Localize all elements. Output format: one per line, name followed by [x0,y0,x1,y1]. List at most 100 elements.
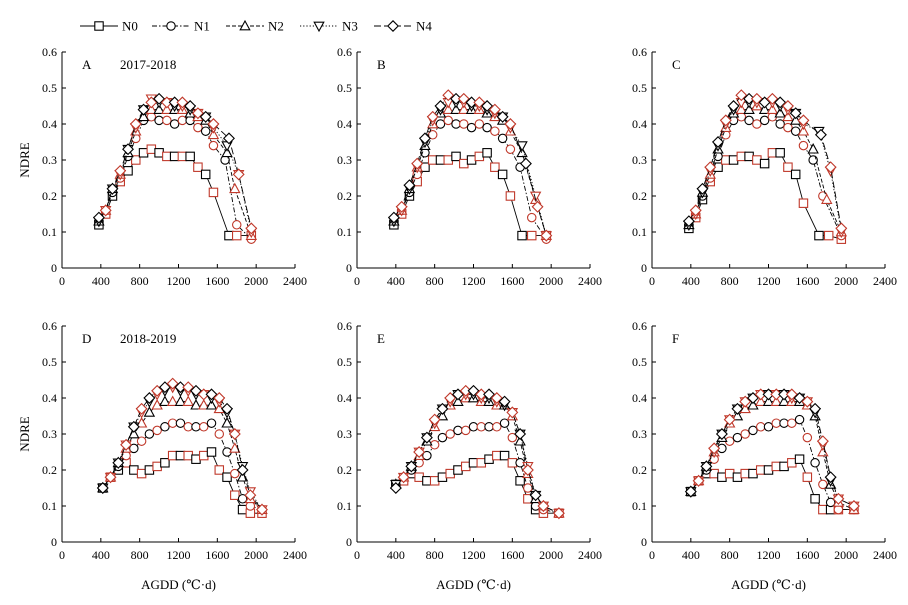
data-point [794,414,805,425]
y-tick-label: 0.3 [42,427,57,441]
data-point [207,118,220,130]
data-point [200,126,211,136]
data-point [193,122,203,133]
data-point [770,388,783,401]
data-point [445,429,455,439]
data-point [166,395,179,406]
data-point [505,191,516,201]
y-tick-label: 0.4 [42,391,57,405]
data-point [835,222,848,235]
data-point [389,482,402,494]
data-point [521,464,534,476]
data-point [814,230,824,241]
data-point [183,450,193,461]
data-point [191,107,204,120]
y-tick-label: 0.5 [632,355,647,369]
data-point [152,461,162,472]
data-point [818,479,828,490]
data-point [499,450,510,461]
data-point [422,450,432,461]
data-point [229,182,241,194]
x-tick-label: 0 [354,548,360,562]
data-point [442,89,455,102]
data-point [154,148,164,158]
data-point [229,442,241,453]
data-point [459,384,472,397]
data-point [732,472,743,482]
data-point [708,442,721,455]
data-point [161,103,173,114]
data-point [529,191,542,203]
data-point [704,161,717,174]
data-point [167,450,178,461]
data-point [696,182,709,195]
data-point [232,168,245,181]
data-point [770,395,782,406]
x-tick-label: 400 [92,548,110,562]
y-tick-label: 0.2 [337,189,352,203]
data-point [758,96,771,109]
data-point [816,435,829,448]
x-tick-label: 1600 [795,274,819,288]
x-tick-label: 400 [682,274,700,288]
data-point [144,465,155,475]
data-point [208,187,219,198]
x-axis-title: AGDD (℃·d) [731,577,806,592]
data-point [405,460,418,473]
x-tick-label: 2000 [244,548,268,562]
data-point [778,388,791,401]
data-point [169,119,180,129]
y-tick-label: 0.1 [42,499,57,513]
data-point [497,133,508,144]
data-point [724,468,735,479]
series-line [395,393,560,514]
y-tick-label: 0.4 [42,117,57,131]
data-point [516,141,528,152]
data-point [222,472,232,482]
data-point [763,465,774,475]
y-tick-label: 0.2 [337,463,352,477]
data-point [779,418,789,428]
y-tick-label: 0.2 [632,463,647,477]
panel-a: 0 0.1 0.2 0.3 0.4 0.5 0.6 0 400 800 1200 1600 2000 24… [17,45,307,288]
data-point [182,381,195,394]
panel-label: A [82,57,92,72]
data-point [743,92,756,105]
data-point [146,144,157,154]
data-point [434,100,447,112]
y-tick-label: 0.3 [632,153,647,167]
panel-label: E [377,331,385,346]
data-point [453,465,463,475]
data-point [744,151,754,162]
data-point [824,471,837,484]
panel-e: 0 0.1 0.2 0.3 0.4 0.5 0.6 0 400 800 1200 1600 2000 24… [337,319,602,592]
x-tick-label: 2400 [873,274,897,288]
data-point [442,103,454,114]
data-point [436,402,449,415]
data-point [810,458,820,468]
data-point [177,151,188,162]
series-line [98,98,252,229]
data-point [420,162,430,172]
data-point [731,402,744,415]
data-point [735,89,748,102]
data-point [821,193,833,204]
y-tick-label: 0.3 [42,153,57,167]
data-point [782,110,794,122]
data-point [221,417,233,428]
x-axis-title: AGDD (℃·d) [436,577,511,592]
data-point [847,500,860,512]
y-tick-label: 0.3 [632,427,647,441]
data-point [436,409,449,421]
data-point [692,474,705,487]
data-point [490,392,503,404]
data-point [758,103,771,114]
data-point [452,395,464,406]
x-tick-label: 400 [92,274,110,288]
data-point [490,126,500,136]
data-point [744,115,754,126]
data-point [162,115,172,126]
data-point [740,429,750,439]
data-point [160,458,170,468]
x-tick-label: 1600 [500,274,524,288]
